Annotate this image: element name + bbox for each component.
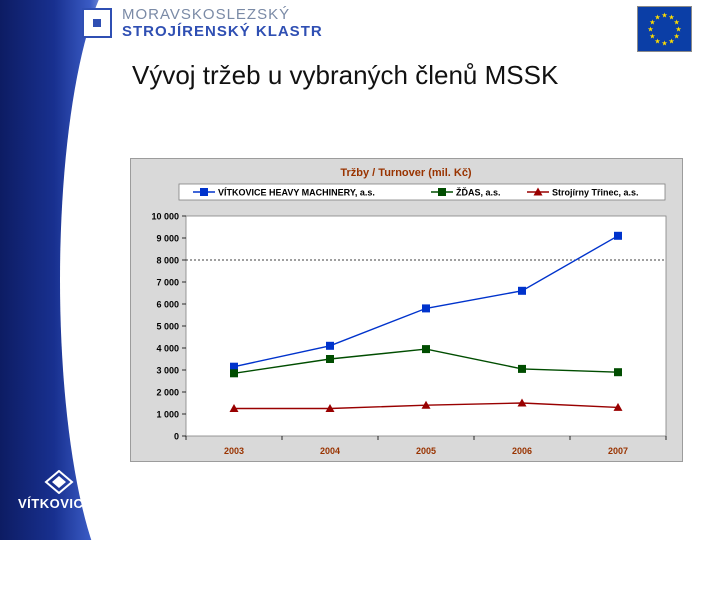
y-tick-label: 8 000	[156, 256, 179, 266]
chart-legend-box	[178, 183, 666, 201]
eu-star-icon: ★	[661, 12, 667, 20]
eu-star-icon: ★	[668, 38, 674, 46]
eu-star-icon: ★	[661, 40, 667, 48]
org-name-line2: STROJÍRENSKÝ KLASTR	[122, 23, 323, 40]
y-tick-label: 6 000	[156, 300, 179, 310]
eu-flag-icon: ★ ★ ★ ★ ★ ★ ★ ★ ★ ★ ★ ★	[637, 6, 692, 52]
eu-star-icon: ★	[649, 19, 655, 27]
x-tick-label: 2007	[608, 446, 628, 456]
y-tick-label: 5 000	[156, 322, 179, 332]
data-point	[230, 369, 238, 378]
plot-area	[185, 215, 667, 437]
eu-star-icon: ★	[647, 26, 653, 34]
legend-marker	[533, 187, 543, 196]
x-tick-label: 2004	[320, 446, 340, 456]
data-point	[518, 286, 526, 295]
legend-label: ŽĎAS, a.s.	[456, 187, 501, 198]
eu-star-icon: ★	[668, 13, 674, 21]
eu-star-icon: ★	[654, 38, 660, 46]
y-tick-label: 7 000	[156, 278, 179, 288]
y-tick-label: 10 000	[151, 212, 179, 222]
vitkovice-logo-text: VÍTKOVICE	[18, 496, 93, 511]
data-point	[422, 345, 430, 354]
data-point	[614, 368, 622, 377]
legend-label: VÍTKOVICE HEAVY MACHINERY, a.s.	[218, 188, 375, 198]
msk-square-logo-icon	[82, 8, 112, 38]
data-point	[613, 402, 623, 411]
data-point	[614, 231, 622, 240]
eu-star-icon: ★	[675, 26, 681, 34]
data-point	[325, 404, 335, 412]
chart-title: Tržby / Turnover (mil. Kč)	[340, 167, 472, 179]
y-tick-label: 9 000	[156, 234, 179, 244]
data-point	[421, 400, 431, 409]
eu-star-icon: ★	[673, 33, 679, 41]
y-tick-label: 3 000	[156, 366, 179, 376]
org-name-line1: MORAVSKOSLEZSKÝ	[122, 6, 291, 23]
eu-stars-ring: ★★★★★★★★★ ★ ★★	[647, 12, 681, 48]
slide-title: Vývoj tržeb u vybraných členů MSSK	[132, 60, 559, 90]
x-tick-label: 2005	[416, 446, 436, 456]
x-tick-label: 2003	[224, 446, 244, 456]
x-tick-label: 2006	[512, 446, 532, 456]
eu-star-icon: ★	[654, 13, 660, 21]
data-point	[518, 364, 526, 373]
eu-star-icon: ★	[673, 19, 679, 27]
data-point	[326, 355, 334, 363]
legend-label: Strojírny Třinec, a.s.	[552, 188, 639, 198]
y-tick-label: 0	[174, 432, 179, 442]
data-point	[422, 304, 430, 313]
y-tick-label: 4 000	[156, 344, 179, 354]
vitkovice-emblem-icon	[44, 470, 74, 494]
data-point	[326, 341, 334, 350]
chart-frame: Tržby / Turnover (mil. Kč) VÍTKOVICE HEA…	[130, 158, 683, 462]
data-point	[230, 362, 238, 371]
data-point	[229, 404, 239, 412]
eu-star-icon: ★	[649, 33, 655, 41]
y-tick-label: 1 000	[156, 410, 179, 420]
legend-marker	[438, 188, 446, 196]
data-point	[517, 398, 527, 407]
turnover-line-chart: Tržby / Turnover (mil. Kč) VÍTKOVICE HEA…	[151, 167, 667, 456]
legend-marker	[200, 188, 208, 196]
y-tick-label: 2 000	[156, 388, 179, 398]
